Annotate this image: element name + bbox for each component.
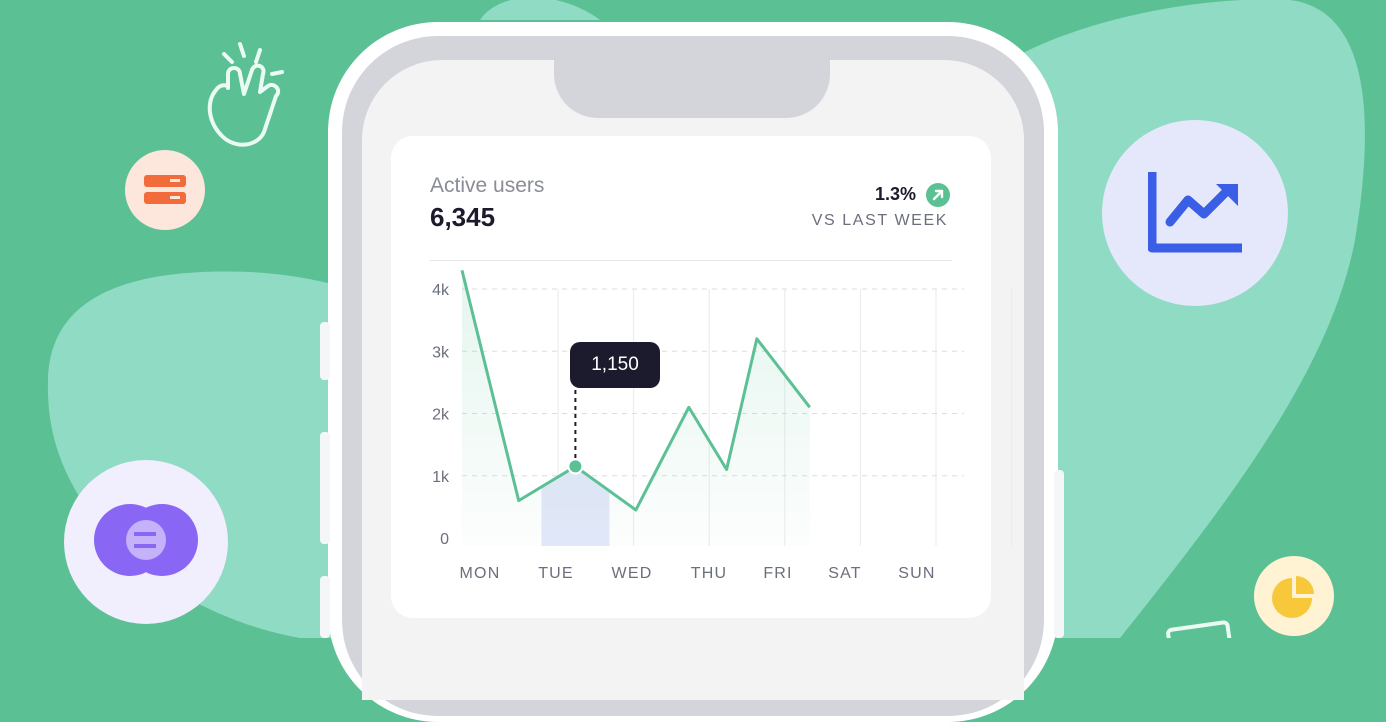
pie-chart-icon xyxy=(1272,576,1314,618)
trend-caption: VS LAST WEEK xyxy=(811,212,948,229)
server-icon xyxy=(144,175,186,204)
server-icon-badge xyxy=(125,150,205,230)
x-tick-label: TUE xyxy=(538,565,574,582)
overlap-circles-icon xyxy=(94,504,198,576)
x-tick-label: SAT xyxy=(828,565,862,582)
arrow-up-right-icon xyxy=(926,183,950,207)
x-tick-label: THU xyxy=(691,565,727,582)
x-tick-label: WED xyxy=(612,565,653,582)
y-tick-label: 0 xyxy=(440,531,449,548)
phone-side-button xyxy=(320,576,330,638)
highlight-point xyxy=(567,458,584,475)
series-line xyxy=(460,269,811,512)
pie-icon-badge xyxy=(1254,556,1334,636)
x-tick-label: FRI xyxy=(763,565,792,582)
trend-percentage: 1.3% xyxy=(874,184,916,204)
phone-notch xyxy=(554,36,830,118)
phone-side-button xyxy=(1054,470,1064,638)
card-outline-icon xyxy=(1166,620,1233,638)
y-tick-label: 3k xyxy=(432,344,450,361)
trend-chart-icon xyxy=(1148,172,1242,253)
blob-top xyxy=(480,0,600,20)
phone-side-button xyxy=(320,322,330,380)
series-area xyxy=(462,270,810,546)
card-value: 6,345 xyxy=(430,202,496,232)
blob-right xyxy=(1010,0,1365,638)
hand-pointer-icon xyxy=(207,42,284,147)
chart-tooltip: 1,150 xyxy=(570,342,660,388)
chart-icon-badge xyxy=(1102,120,1288,306)
x-tick-label: MON xyxy=(460,565,501,582)
y-tick-label: 4k xyxy=(432,282,450,299)
phone-side-button xyxy=(320,432,330,544)
active-users-chart: 0 1k 2k 3k 4k MON TUE WED THU FRI SAT SUN xyxy=(432,269,964,582)
card-divider xyxy=(430,260,952,261)
y-tick-label: 2k xyxy=(432,407,450,424)
card-label: Active users xyxy=(430,174,545,197)
x-tick-label: SUN xyxy=(898,565,935,582)
y-tick-label: 1k xyxy=(432,469,450,486)
